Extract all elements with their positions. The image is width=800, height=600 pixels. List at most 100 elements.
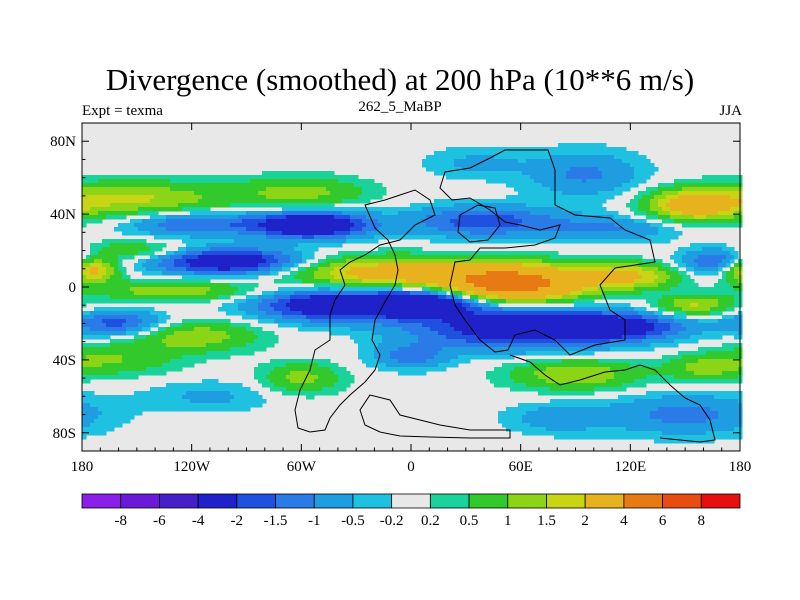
field-cell xyxy=(266,303,271,308)
field-cell xyxy=(366,319,371,324)
field-cell xyxy=(366,267,371,272)
field-cell xyxy=(86,363,91,368)
field-cell xyxy=(254,179,259,184)
field-cell xyxy=(114,311,119,316)
field-cell xyxy=(110,307,115,312)
field-cell xyxy=(146,271,151,276)
field-cell xyxy=(102,307,107,312)
field-cell xyxy=(194,203,199,208)
field-cell xyxy=(310,243,315,248)
field-cell xyxy=(478,215,483,220)
field-cell xyxy=(362,267,367,272)
field-cell xyxy=(106,315,111,320)
field-cell xyxy=(142,315,147,320)
field-cell xyxy=(202,399,207,404)
field-cell xyxy=(390,367,395,372)
field-cell xyxy=(270,239,275,244)
field-cell xyxy=(234,339,239,344)
field-cell xyxy=(498,175,503,180)
field-cell xyxy=(314,203,319,208)
field-cell xyxy=(422,223,427,228)
field-cell xyxy=(306,171,311,176)
field-cell xyxy=(162,351,167,356)
field-cell xyxy=(114,403,119,408)
field-cell xyxy=(442,319,447,324)
field-cell xyxy=(446,351,451,356)
field-cell xyxy=(174,407,179,412)
field-cell xyxy=(266,183,271,188)
field-cell xyxy=(506,299,511,304)
field-cell xyxy=(358,343,363,348)
field-cell xyxy=(130,223,135,228)
field-cell xyxy=(246,251,251,256)
field-cell xyxy=(370,315,375,320)
field-cell xyxy=(114,203,119,208)
field-cell xyxy=(130,287,135,292)
field-cell xyxy=(190,343,195,348)
field-cell xyxy=(206,243,211,248)
field-cell xyxy=(134,395,139,400)
field-cell xyxy=(314,195,319,200)
field-cell xyxy=(146,335,151,340)
field-cell xyxy=(150,319,155,324)
field-cell xyxy=(266,255,271,260)
field-cell xyxy=(390,283,395,288)
field-cell xyxy=(442,199,447,204)
field-cell xyxy=(202,211,207,216)
field-cell xyxy=(438,259,443,264)
field-cell xyxy=(110,175,115,180)
field-cell xyxy=(166,207,171,212)
field-cell xyxy=(122,227,127,232)
field-cell xyxy=(114,327,119,332)
field-cell xyxy=(206,271,211,276)
field-cell xyxy=(102,343,107,348)
field-cell xyxy=(110,203,115,208)
field-cell xyxy=(118,331,123,336)
field-cell xyxy=(422,343,427,348)
field-cell xyxy=(426,215,431,220)
field-cell xyxy=(362,183,367,188)
field-cell xyxy=(138,259,143,264)
field-cell xyxy=(238,311,243,316)
field-cell xyxy=(442,231,447,236)
field-cell xyxy=(158,335,163,340)
field-cell xyxy=(138,371,143,376)
field-cell xyxy=(106,311,111,316)
field-cell xyxy=(158,179,163,184)
field-cell xyxy=(102,355,107,360)
field-cell xyxy=(106,355,111,360)
field-cell xyxy=(486,355,491,360)
field-cell xyxy=(186,251,191,256)
field-cell xyxy=(302,223,307,228)
field-cell xyxy=(134,195,139,200)
subtitle-label: 262_5_MaBP xyxy=(358,99,442,115)
field-cell xyxy=(162,231,167,236)
field-cell xyxy=(254,307,259,312)
field-cell xyxy=(126,223,131,228)
field-cell xyxy=(170,295,175,300)
field-cell xyxy=(326,319,331,324)
field-cell xyxy=(382,187,387,192)
field-cell xyxy=(370,207,375,212)
field-cell xyxy=(462,147,467,152)
field-cell xyxy=(234,391,239,396)
field-cell xyxy=(190,299,195,304)
field-cell xyxy=(134,283,139,288)
field-cell xyxy=(390,231,395,236)
field-cell xyxy=(150,323,155,328)
field-cell xyxy=(486,279,491,284)
field-cell xyxy=(470,283,475,288)
field-cell xyxy=(182,291,187,296)
field-cell xyxy=(106,343,111,348)
field-cell xyxy=(206,199,211,204)
field-cell xyxy=(186,279,191,284)
field-cell xyxy=(122,195,127,200)
field-cell xyxy=(162,243,167,248)
field-cell xyxy=(242,347,247,352)
field-cell xyxy=(406,251,411,256)
field-cell xyxy=(146,363,151,368)
field-cell xyxy=(366,271,371,276)
field-cell xyxy=(246,211,251,216)
field-cell xyxy=(182,175,187,180)
field-cell xyxy=(462,343,467,348)
